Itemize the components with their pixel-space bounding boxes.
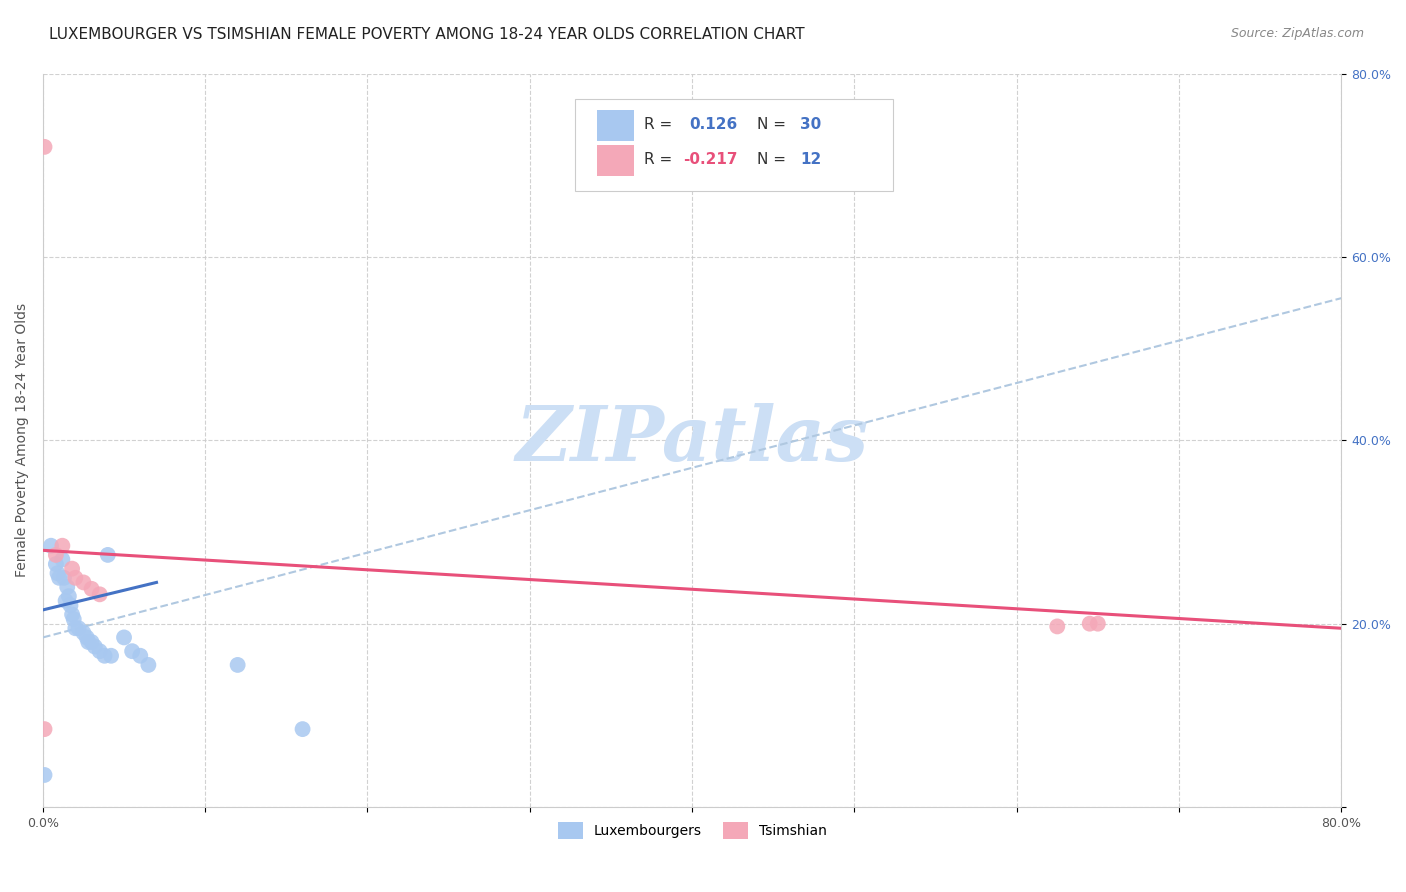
Point [39, 539, 62, 553]
Point [46, 566, 69, 581]
Point [89, 644, 111, 658]
Point [34, 140, 56, 154]
Point [1078, 616, 1101, 631]
Point [80, 635, 103, 649]
Point [138, 657, 160, 672]
Point [226, 657, 249, 672]
Point [93, 648, 115, 663]
Point [291, 722, 314, 736]
Point [121, 644, 143, 658]
Point [45, 548, 67, 562]
Point [83, 640, 105, 654]
Point [53, 571, 76, 585]
Bar [598, 111, 634, 141]
Text: R =: R = [644, 152, 672, 167]
Point [34, 722, 56, 736]
Text: R =: R = [644, 118, 672, 132]
Text: ZIPatlas: ZIPatlas [516, 403, 869, 477]
Text: 30: 30 [800, 118, 821, 132]
Point [67, 621, 90, 635]
Point [76, 631, 98, 645]
Point [1087, 616, 1109, 631]
Text: Source: ZipAtlas.com: Source: ZipAtlas.com [1230, 27, 1364, 40]
Point [65, 621, 87, 635]
Point [45, 557, 67, 571]
Point [65, 571, 87, 585]
Legend: Luxembourgers, Tsimshian: Luxembourgers, Tsimshian [553, 816, 832, 844]
Text: -0.217: -0.217 [683, 152, 738, 167]
Text: 0.126: 0.126 [689, 118, 738, 132]
Bar [598, 145, 634, 177]
Point [72, 575, 94, 590]
Point [34, 768, 56, 782]
Point [48, 571, 70, 585]
Text: N =: N = [756, 118, 786, 132]
Point [77, 635, 100, 649]
Point [62, 612, 84, 626]
Point [60, 562, 83, 576]
Point [112, 631, 135, 645]
Point [97, 548, 120, 562]
Point [60, 607, 83, 622]
Point [1046, 619, 1069, 633]
Point [58, 589, 80, 603]
Text: N =: N = [756, 152, 786, 167]
Text: 12: 12 [800, 152, 821, 167]
Y-axis label: Female Poverty Among 18-24 Year Olds: Female Poverty Among 18-24 Year Olds [15, 303, 30, 577]
Point [100, 648, 122, 663]
Point [56, 580, 79, 594]
Point [55, 593, 77, 607]
Text: LUXEMBOURGER VS TSIMSHIAN FEMALE POVERTY AMONG 18-24 YEAR OLDS CORRELATION CHART: LUXEMBOURGER VS TSIMSHIAN FEMALE POVERTY… [49, 27, 804, 42]
Point [59, 599, 82, 613]
Point [89, 587, 111, 601]
Point [72, 625, 94, 640]
Point [129, 648, 152, 663]
Point [51, 552, 73, 566]
FancyBboxPatch shape [575, 99, 893, 191]
Point [51, 539, 73, 553]
Point [80, 582, 103, 596]
